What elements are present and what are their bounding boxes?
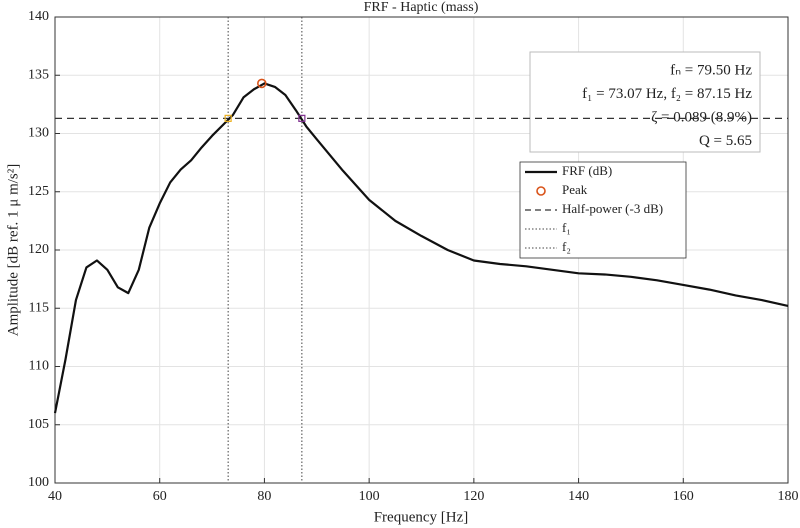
legend-label: f₂ — [562, 239, 571, 254]
legend-label: FRF (dB) — [562, 163, 612, 178]
x-tick-label: 120 — [463, 489, 484, 504]
annotation: ζ = 0.089 (8.9%) — [651, 109, 752, 125]
y-tick-label: 130 — [28, 126, 49, 141]
annotation: Q = 5.65 — [699, 133, 752, 149]
y-tick-label: 100 — [28, 475, 49, 490]
x-tick-label: 40 — [48, 489, 62, 504]
y-tick-label: 110 — [29, 359, 49, 374]
x-tick-label: 80 — [257, 489, 271, 504]
y-tick-label: 120 — [28, 242, 49, 257]
y-tick-label: 115 — [29, 300, 49, 315]
annotation: fₙ = 79.50 Hz — [670, 62, 752, 78]
peak-marker — [257, 78, 267, 89]
x-tick-label: 100 — [359, 489, 380, 504]
legend-label: Peak — [562, 182, 588, 197]
y-tick-label: 140 — [28, 9, 49, 24]
y-tick-label: 105 — [28, 417, 49, 432]
y-axis-label: Amplitude [dB ref. 1 μ m/s²] — [5, 164, 21, 337]
legend-swatch — [536, 186, 546, 196]
y-tick-label: 135 — [28, 67, 49, 82]
x-tick-label: 180 — [778, 489, 799, 504]
y-tick-label: 125 — [28, 184, 49, 199]
band-marker — [224, 114, 232, 122]
plot-frame — [54, 16, 789, 484]
annotation-box — [529, 51, 761, 153]
x-tick-label: 60 — [153, 489, 167, 504]
data-line — [53, 82, 789, 414]
chart-title: FRF - Haptic (mass) — [364, 0, 479, 15]
x-axis-label: Frequency [Hz] — [374, 509, 469, 525]
band-marker — [298, 114, 306, 122]
legend-label: Half-power (-3 dB) — [562, 201, 663, 216]
legend-label: f₁ — [562, 220, 571, 235]
x-tick-label: 160 — [673, 489, 694, 504]
x-tick-label: 140 — [568, 489, 589, 504]
annotation: f₁ = 73.07 Hz, f₂ = 87.15 Hz — [582, 86, 752, 102]
